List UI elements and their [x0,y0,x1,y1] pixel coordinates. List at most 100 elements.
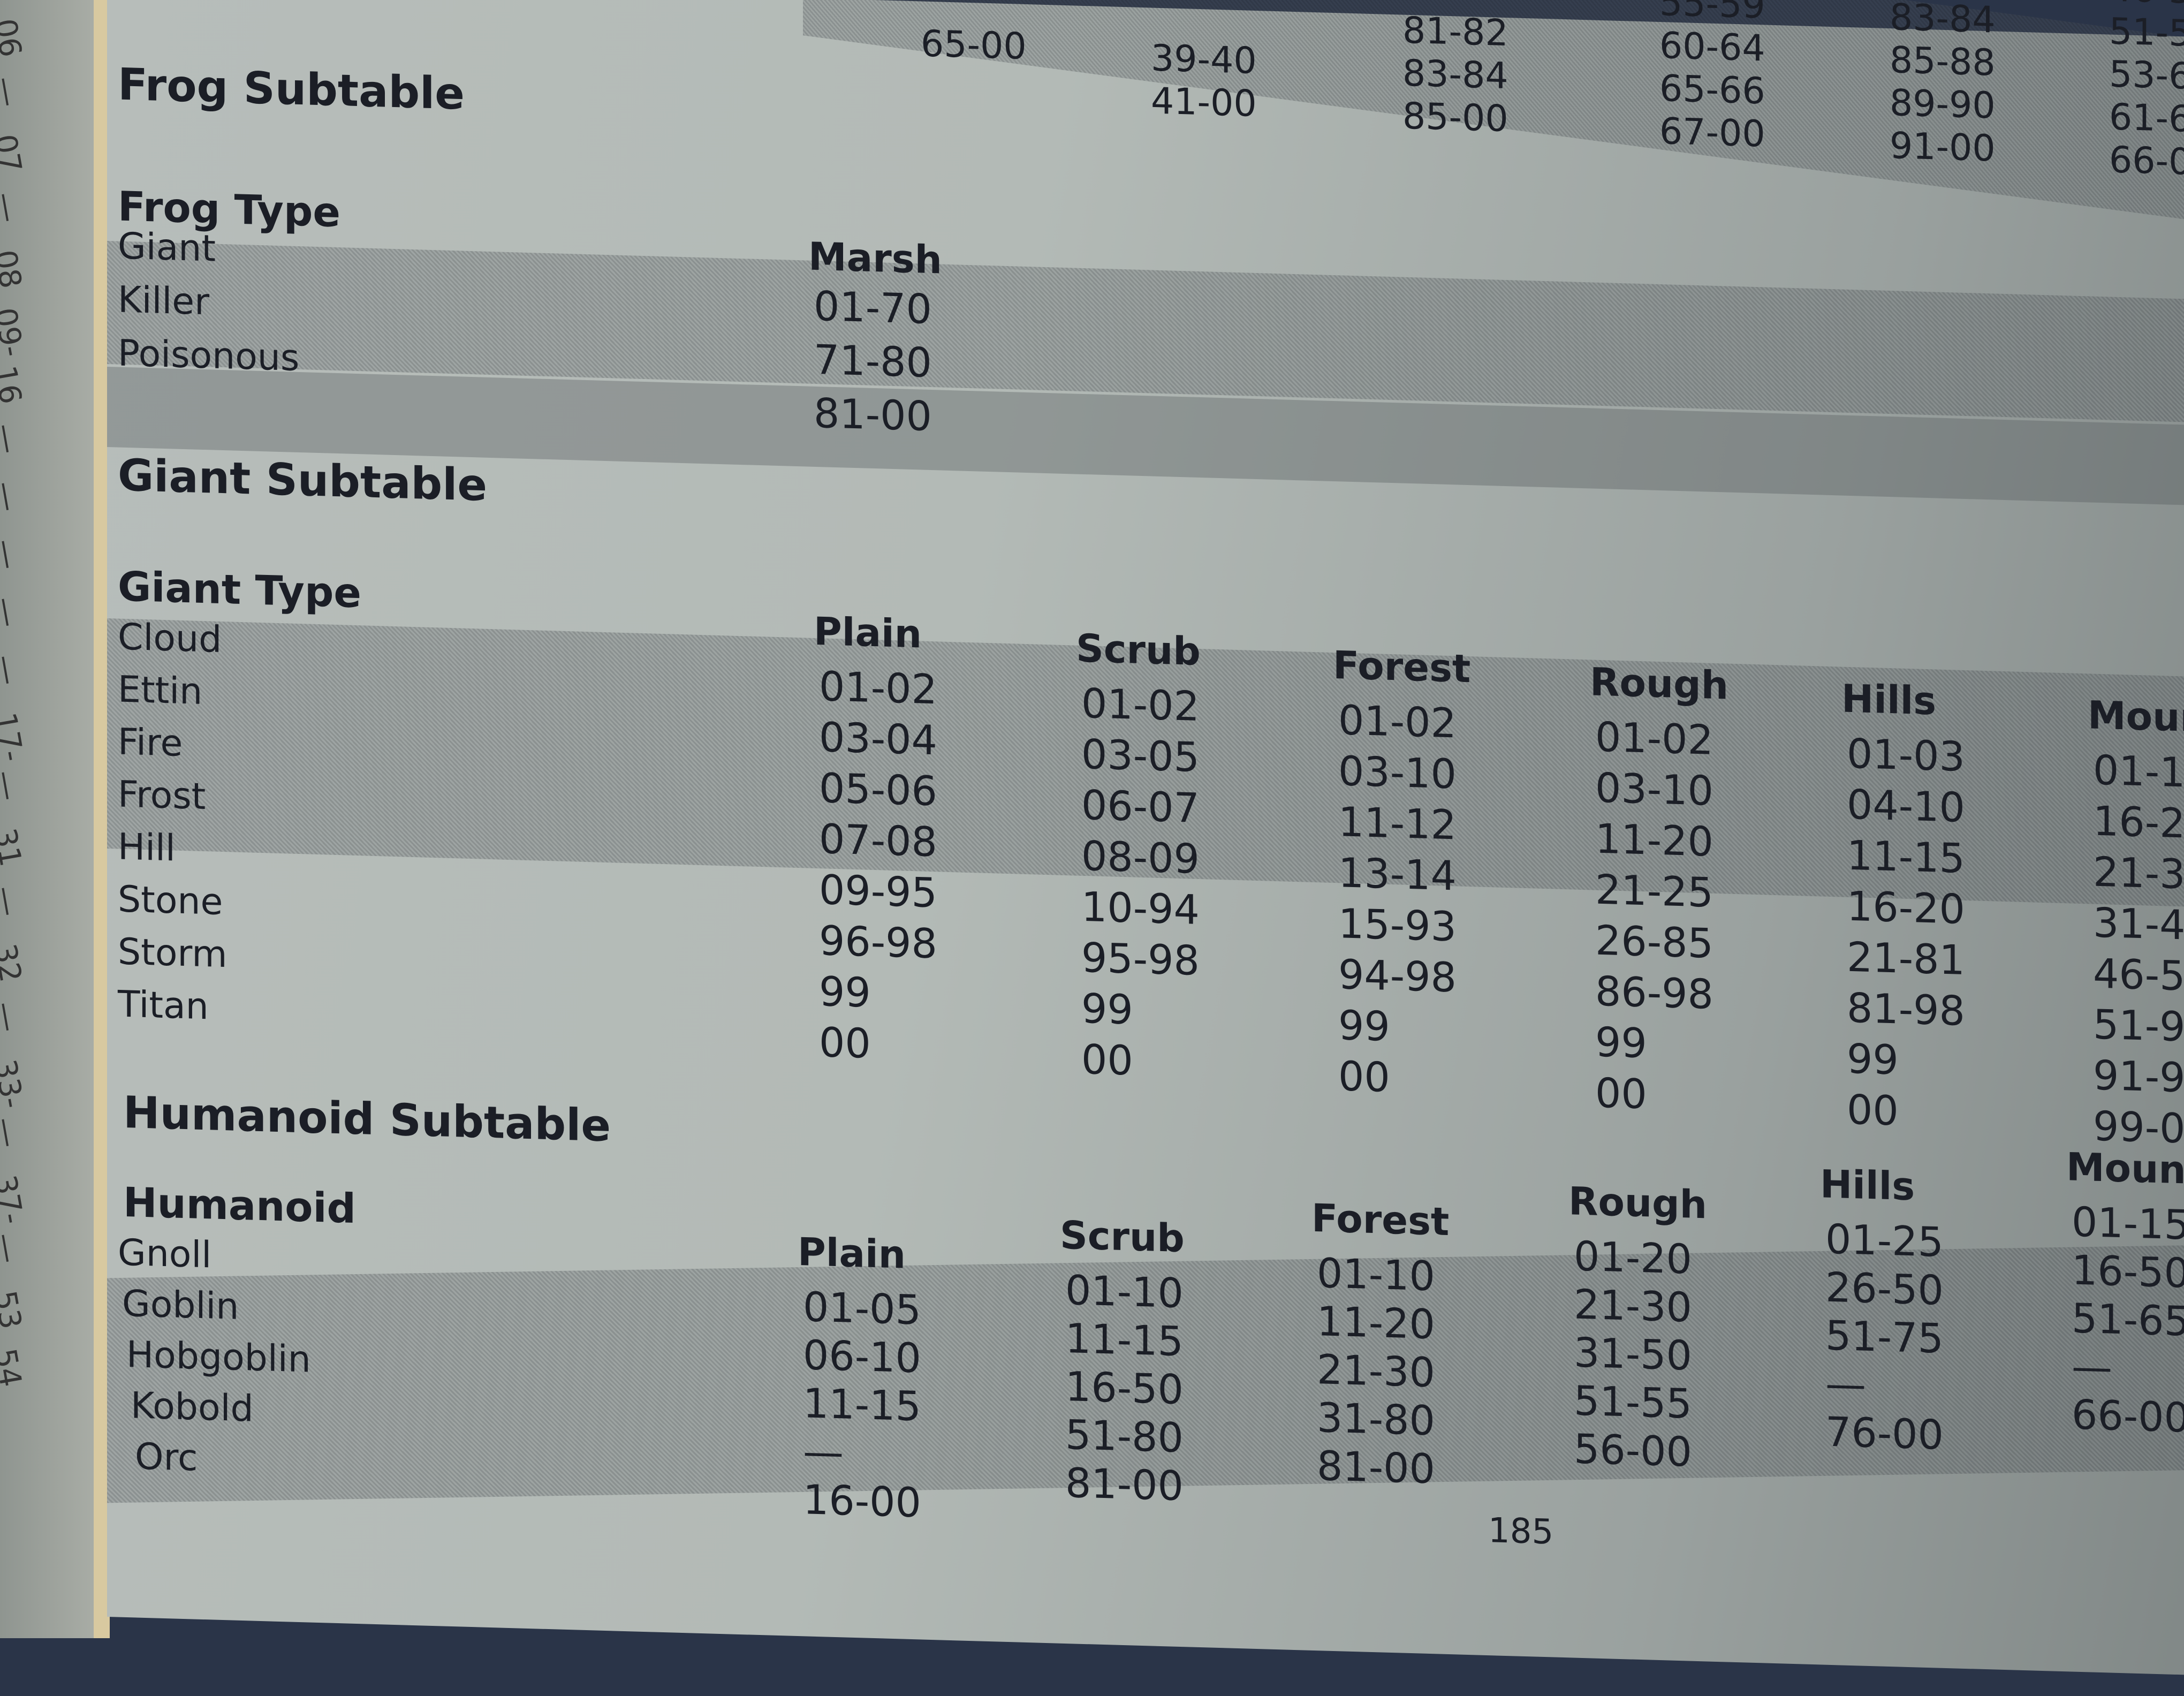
table-cell: 26-85 [1595,916,1713,967]
table-cell: 31-80 [1317,1394,1435,1445]
column-header: Mountains [2066,1144,2184,1196]
table-cell: 51-80 [1065,1410,1184,1462]
table-cell: 11-20 [1595,814,1713,866]
frog-subtable-title: Frog Subtable [118,59,465,120]
column-header: Hills [1820,1161,1915,1209]
table-cell: 66-00 [2072,1390,2184,1442]
row-label: Storm [118,930,228,976]
table-cell: 15-93 [1338,899,1457,951]
table-cell: 06-10 [803,1331,921,1382]
table-cell: 85-88 [1890,39,1996,85]
table-cell: 85-00 [1402,95,1508,141]
table-cell: 00 [1595,1069,1647,1118]
table-cell: 01-15 [2072,1198,2184,1249]
column-header: Scrub [1060,1212,1185,1261]
row-label: Stone [118,878,223,924]
table-cell: 71-80 [814,335,932,387]
table-cell: 56-00 [1574,1425,1692,1476]
table-cell: 91-98 [2093,1051,2184,1102]
margin-label: 53 [0,1288,28,1332]
table-cell: — [1825,1359,1866,1409]
table-cell: 00 [1338,1052,1390,1101]
table-cell: 01-02 [1595,713,1713,764]
row-label: Titan [118,983,209,1028]
table-cell: 21-30 [1574,1280,1692,1331]
table-cell: 66-00 [2109,139,2184,184]
column-header: Plain [798,1229,906,1277]
table-cell: 91-00 [1890,125,1996,170]
row-label: Kobold [131,1384,254,1430]
table-cell: 08-09 [1081,831,1200,883]
table-cell: 07-08 [819,815,937,866]
table-cell: 96-98 [819,917,937,968]
margin-label: — [0,421,27,457]
table-cell: 16-50 [2072,1246,2184,1297]
table-cell: — [2072,1342,2112,1391]
table-cell: 01-70 [814,282,932,334]
table-cell: 67-00 [1659,110,1765,156]
table-cell: 09-95 [819,866,937,917]
column-header: Rough [1590,659,1728,708]
table-cell: 01-02 [819,662,937,714]
margin-label: — [0,536,27,572]
row-label: Killer [118,278,210,324]
table-cell: 51-52 [2109,10,2184,56]
table-cell: 16-00 [803,1475,921,1527]
table-cell: 16-50 [1065,1362,1184,1414]
table-cell: 03-04 [819,713,937,764]
row-label: Poisonous [118,332,300,380]
table-cell: 89-90 [1890,82,1996,127]
row-label: Frost [118,773,206,819]
table-cell: 01-05 [803,1283,921,1334]
table-cell: 01-25 [1825,1215,1944,1266]
margin-label: — [0,652,27,688]
table-cell: 41-00 [1151,80,1257,125]
margin-label: 54 [0,1346,28,1390]
table-cell: 21-25 [1595,865,1713,917]
table-cell: 99 [819,967,871,1017]
table-cell: 99 [1847,1034,1899,1084]
table-cell: 06-07 [1081,781,1200,832]
table-cell: 81-98 [1847,983,1965,1035]
row-label: Hobgoblin [126,1334,311,1381]
column-header: Scrub [1076,625,1201,675]
humanoid-subtable-title: Humanoid Subtable [123,1087,611,1152]
table-cell: 01-02 [1338,696,1457,747]
humanoid-type-header: Humanoid [123,1178,356,1232]
table-cell: 00 [1847,1085,1899,1135]
margin-label: 32 [0,941,28,985]
column-header: Rough [1568,1178,1707,1228]
table-cell: 11-15 [1065,1314,1184,1366]
table-cell: 95-98 [1081,933,1200,985]
row-label: Goblin [122,1282,239,1328]
table-cell: 00 [1081,1035,1133,1085]
giant-type-header: Giant Type [118,562,361,617]
table-cell: 11-12 [1338,798,1457,849]
table-cell: 81-00 [814,389,932,441]
table-cell: — [803,1427,844,1477]
table-cell: 76-00 [1825,1407,1944,1459]
page-number: 185 [1488,1511,1554,1553]
table-cell: 11-15 [1847,831,1965,882]
table-cell: 10-94 [1081,882,1200,934]
row-label: Ettin [118,668,203,713]
margin-label: 31 [0,826,28,869]
table-cell: 03-10 [1595,763,1713,815]
margin-label: — [0,479,27,514]
margin-label: 07 [0,132,28,176]
table-cell: 81-00 [1317,1442,1435,1493]
table-cell: 03-05 [1081,730,1200,782]
row-label: Cloud [118,616,222,661]
table-cell: 83-84 [1890,0,1996,42]
table-cell: 01-20 [1574,1232,1692,1283]
table-cell: 51-90 [2093,1000,2184,1051]
table-cell: 55-59 [1659,0,1765,27]
row-label: Fire [118,721,183,765]
table-cell: 13-14 [1338,849,1457,900]
margin-label: — [0,594,27,630]
table-cell: 65-66 [1659,67,1765,113]
table-cell: 86-98 [1595,967,1713,1018]
book-page: Frog Subtable Frog Type Giant Subtable G… [107,0,2184,1677]
table-cell: 99 [1081,984,1133,1034]
table-cell: 81-00 [1065,1458,1184,1510]
